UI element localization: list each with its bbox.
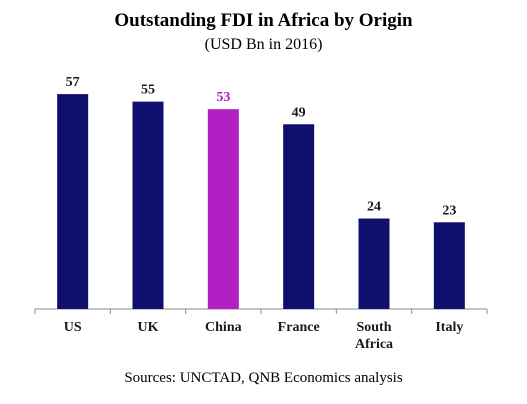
data-label-china: 53 [216,90,230,105]
bar-south-africa [358,218,390,309]
category-label-france: France [278,320,320,335]
category-label-uk: UK [138,320,159,335]
data-label-uk: 55 [141,83,155,98]
category-label-china: China [205,320,242,335]
data-label-us: 57 [66,75,80,90]
category-label-us: US [64,320,82,335]
bar-us [57,94,89,309]
data-label-south-africa: 24 [367,200,381,215]
category-label-south-africa: South Africa [355,320,393,352]
data-label-italy: 23 [442,203,456,218]
bar-uk [132,101,164,310]
bar-france [283,124,315,310]
source-note: Sources: UNCTAD, QNB Economics analysis [124,370,403,386]
bar-italy [433,222,465,309]
category-label-italy: Italy [435,320,463,335]
chart-subtitle: (USD Bn in 2016) [204,36,323,53]
bar-china [207,109,239,309]
chart-title: Outstanding FDI in Africa by Origin [114,10,413,31]
data-label-france: 49 [292,105,306,120]
